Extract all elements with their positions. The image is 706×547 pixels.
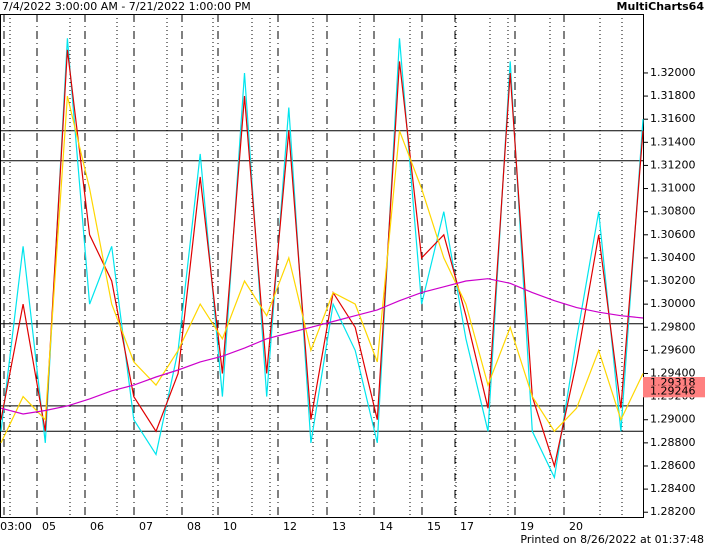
y-tick-label: 1.29000 [650,413,696,426]
price-marker-label: 1.29246 [650,384,696,397]
chart-title: 7/4/2022 3:00:00 AM - 7/21/2022 1:00:00 … [2,0,251,13]
y-tick-label: 1.32000 [650,66,696,79]
x-tick-label: 05 [42,520,56,533]
x-tick-label: 13 [332,520,346,533]
y-tick-label: 1.31800 [650,89,696,102]
y-tick-label: 1.29400 [650,367,696,380]
x-tick-label: 06 [90,520,104,533]
x-tick-label: 15 [427,520,441,533]
y-tick-label: 1.28400 [650,482,696,495]
x-tick-label: 03:00 [0,520,32,533]
x-tick-label: 07 [139,520,153,533]
brand: MultiCharts64 [617,0,705,13]
x-tick-label: 20 [569,520,583,533]
y-tick-label: 1.30200 [650,274,696,287]
y-tick-label: 1.31400 [650,135,696,148]
y-tick-label: 1.30600 [650,228,696,241]
y-tick-label: 1.30800 [650,205,696,218]
y-tick-label: 1.28600 [650,459,696,472]
y-tick-label: 1.30000 [650,297,696,310]
x-tick-label: 14 [379,520,393,533]
x-tick-label: 19 [520,520,534,533]
x-tick-label: 08 [187,520,201,533]
indicator-line [0,278,644,415]
y-tick-label: 1.29600 [650,343,696,356]
y-tick-label: 1.31000 [650,182,696,195]
y-tick-label: 1.31600 [650,112,696,125]
x-tick-label: 10 [223,520,237,533]
y-tick-label: 1.31200 [650,158,696,171]
y-tick-label: 1.28800 [650,436,696,449]
indicator-line [0,49,644,469]
y-tick-label: 1.29800 [650,320,696,333]
y-tick-label: 1.28200 [650,505,696,518]
x-tick-label: 12 [283,520,297,533]
indicator-line [0,38,644,480]
footer: Printed on 8/26/2022 at 01:37:48 [520,533,704,546]
indicator-line [0,95,644,444]
y-tick-label: 1.30400 [650,251,696,264]
plot-frame [0,14,644,518]
x-tick-label: 17 [460,520,474,533]
price-marker [643,385,705,398]
